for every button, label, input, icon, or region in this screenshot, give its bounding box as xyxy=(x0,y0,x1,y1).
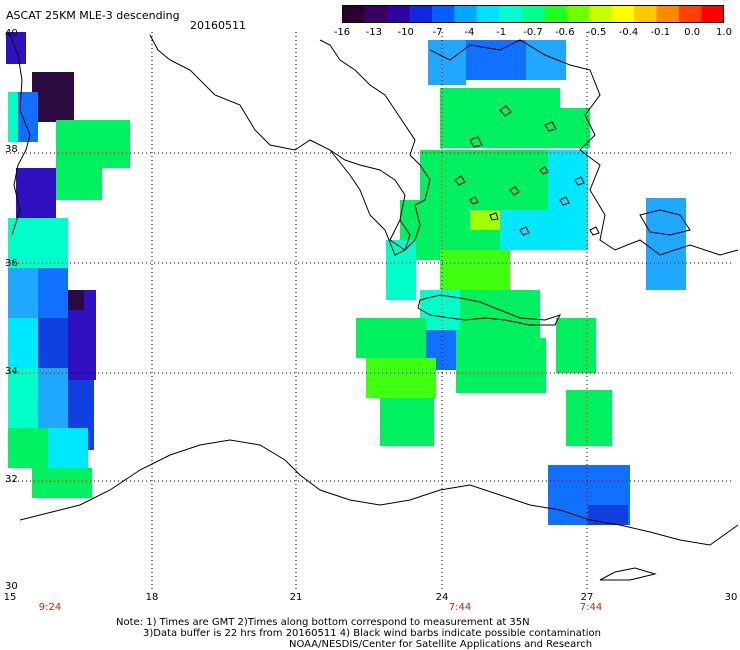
colorbar-tick-label: -13 xyxy=(365,27,382,38)
colorbar xyxy=(342,5,724,23)
grid-lines xyxy=(6,32,734,590)
lon-label-18: 18 xyxy=(145,592,159,603)
coastline-africa xyxy=(19,439,739,546)
coastline-peloponnese xyxy=(329,149,411,256)
swath-cell xyxy=(56,120,130,168)
swath-cell xyxy=(366,358,436,398)
swath-cell xyxy=(38,368,68,428)
swath-cell xyxy=(440,250,510,290)
lat-label-34: 34 xyxy=(5,366,18,377)
colorbar-swatch xyxy=(701,5,724,23)
colorbar-swatch xyxy=(476,5,500,23)
colorbar-tick-label: -0.1 xyxy=(650,27,671,38)
swath-cell xyxy=(8,428,48,468)
note-line-2: 3)Data buffer is 22 hrs from 20160511 4)… xyxy=(143,628,601,639)
colorbar-swatch xyxy=(656,5,680,23)
colorbar-swatch xyxy=(364,5,388,23)
coastline-cyprus xyxy=(639,209,691,236)
colorbar-swatch xyxy=(386,5,410,23)
swath-cell xyxy=(356,318,426,358)
map-date: 20160511 xyxy=(190,19,246,32)
swath-cell xyxy=(68,290,84,310)
lon-label-21: 21 xyxy=(289,592,303,603)
colorbar-swatch xyxy=(454,5,478,23)
colorbar-swatch xyxy=(409,5,433,23)
swath-cell xyxy=(470,210,500,230)
colorbar-swatch xyxy=(566,5,590,23)
colorbar-swatch xyxy=(679,5,703,23)
colorbar-swatch xyxy=(544,5,568,23)
swath-cell xyxy=(556,318,596,373)
colorbar-tick-label: -7 xyxy=(432,27,443,38)
swath-cell xyxy=(16,168,56,218)
swath-cell xyxy=(646,198,686,290)
colorbar-tick-label: 1.0 xyxy=(716,27,732,38)
swath-cell xyxy=(8,268,38,318)
colorbar-tick-label: -0.6 xyxy=(555,27,575,38)
colorbar-tick-label: -4 xyxy=(464,27,475,38)
swath-cell xyxy=(6,32,26,64)
lat-label-32: 32 xyxy=(5,474,18,485)
data-swaths xyxy=(6,32,686,525)
swath-cell xyxy=(8,368,38,428)
swath-cell xyxy=(8,218,68,268)
map-title: ASCAT 25KM MLE-3 descending xyxy=(6,9,180,22)
coastline-islands xyxy=(454,105,657,581)
colorbar-swatch xyxy=(342,5,365,23)
swath-cell xyxy=(48,428,88,468)
swath-cell xyxy=(500,210,560,250)
coastline-italy xyxy=(9,34,31,236)
colorbar-swatch xyxy=(611,5,635,23)
swath-cell xyxy=(440,88,560,148)
swath-cell xyxy=(526,40,566,80)
colorbar-tick-label: -10 xyxy=(397,27,414,38)
colorbar-tick-label: 0.0 xyxy=(684,27,701,38)
swath-cell xyxy=(18,92,38,142)
colorbar-tick-label: -0.4 xyxy=(618,27,639,38)
coastline-turkey xyxy=(429,39,739,256)
swath-cell xyxy=(32,468,92,498)
swath-cell xyxy=(428,40,466,85)
swath-cell xyxy=(588,505,628,525)
lon-label-15: 15 xyxy=(3,592,17,603)
coastlines xyxy=(9,34,739,581)
time-label-1: 9:24 xyxy=(38,602,62,613)
time-label-3: 7:44 xyxy=(579,602,603,613)
lon-label-30: 30 xyxy=(724,592,738,603)
colorbar-swatch xyxy=(634,5,658,23)
lat-label-38: 38 xyxy=(5,144,18,155)
coastline-crete xyxy=(417,294,561,326)
colorbar-tick-label: -0.5 xyxy=(586,27,607,38)
swath-cell xyxy=(38,268,68,318)
swath-cell xyxy=(8,318,38,368)
lat-label-30: 30 xyxy=(5,581,18,592)
colorbar-swatch xyxy=(431,5,455,23)
swath-cell xyxy=(32,72,74,122)
swath-cell xyxy=(456,338,546,393)
lat-label-40: 40 xyxy=(5,28,18,39)
swath-cell xyxy=(466,40,526,80)
note-line-1: Note: 1) Times are GMT 2)Times along bot… xyxy=(116,617,530,628)
lon-label-27: 27 xyxy=(580,592,594,603)
colorbar-swatch xyxy=(589,5,613,23)
colorbar-swatch xyxy=(499,5,523,23)
colorbar-tick-label: -1 xyxy=(496,27,507,38)
time-label-2: 7:44 xyxy=(448,602,472,613)
note-line-3: NOAA/NESDIS/Center for Satellite Applica… xyxy=(289,639,593,650)
coastline-greece xyxy=(149,34,431,251)
swath-cell xyxy=(566,390,612,446)
swath-cell xyxy=(380,398,434,446)
swath-cell xyxy=(38,318,68,368)
lat-label-36: 36 xyxy=(5,258,18,269)
colorbar-tick-label: -16 xyxy=(333,27,351,38)
colorbar-tick-label: -0.7 xyxy=(523,27,543,38)
swath-cell xyxy=(386,240,416,300)
lon-label-24: 24 xyxy=(435,592,449,603)
colorbar-swatch xyxy=(521,5,545,23)
swath-cell xyxy=(56,168,102,200)
